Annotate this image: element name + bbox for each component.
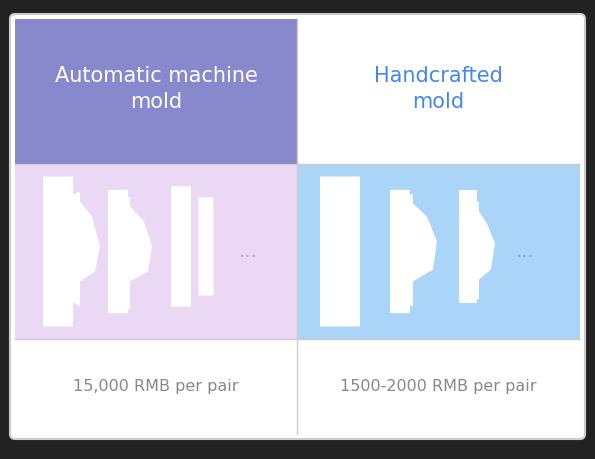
FancyBboxPatch shape bbox=[297, 339, 580, 434]
Text: ...: ... bbox=[516, 242, 534, 261]
Text: Handcrafted
mold: Handcrafted mold bbox=[374, 66, 502, 112]
Polygon shape bbox=[470, 202, 495, 300]
Text: ...: ... bbox=[239, 242, 258, 261]
FancyBboxPatch shape bbox=[10, 14, 585, 439]
FancyBboxPatch shape bbox=[171, 186, 191, 307]
FancyBboxPatch shape bbox=[320, 177, 360, 326]
Polygon shape bbox=[401, 194, 437, 307]
FancyBboxPatch shape bbox=[15, 339, 297, 434]
Text: Automatic machine
mold: Automatic machine mold bbox=[55, 66, 258, 112]
FancyBboxPatch shape bbox=[15, 19, 297, 164]
FancyBboxPatch shape bbox=[297, 19, 580, 164]
FancyBboxPatch shape bbox=[390, 190, 410, 313]
Text: 15,000 RMB per pair: 15,000 RMB per pair bbox=[73, 379, 239, 393]
FancyBboxPatch shape bbox=[199, 197, 214, 296]
Polygon shape bbox=[118, 196, 152, 309]
Text: 1500-2000 RMB per pair: 1500-2000 RMB per pair bbox=[340, 379, 536, 393]
FancyBboxPatch shape bbox=[15, 164, 297, 339]
FancyBboxPatch shape bbox=[43, 177, 73, 326]
FancyBboxPatch shape bbox=[108, 190, 128, 313]
FancyBboxPatch shape bbox=[297, 164, 580, 339]
Polygon shape bbox=[65, 191, 100, 307]
FancyBboxPatch shape bbox=[459, 190, 477, 303]
